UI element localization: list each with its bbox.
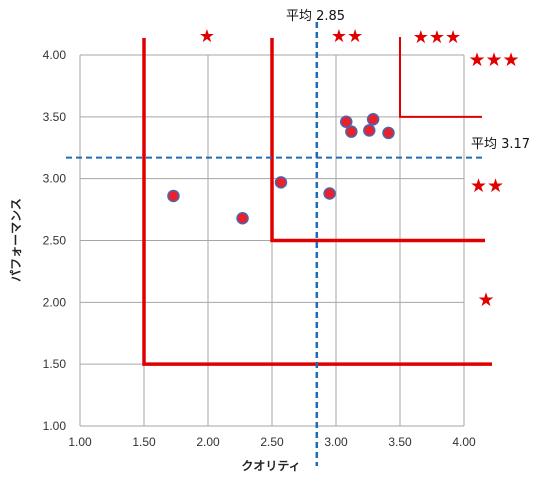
data-point-1: [236, 211, 249, 225]
y-tick-label-0: 1.00: [43, 419, 67, 433]
zone-boundary-2: [399, 37, 482, 118]
data-point-4: [339, 115, 353, 129]
data-point-0: [167, 189, 180, 203]
data-point-3: [323, 187, 336, 200]
y-tick-label-1: 1.50: [43, 357, 67, 371]
top-rank-label-0: ★: [199, 26, 215, 47]
right-rank-label-1: ★★: [470, 175, 504, 197]
x-average-label: 平均 2.85: [286, 9, 345, 24]
x-tick-label-2: 2.00: [196, 435, 220, 449]
x-tick-label-6: 4.00: [452, 435, 476, 449]
right-rank-label-2: ★: [477, 289, 494, 311]
data-point-5: [345, 125, 358, 138]
y-tick-label-5: 3.50: [43, 110, 67, 124]
data-point-2: [274, 176, 288, 189]
data-points: [167, 113, 395, 225]
y-tick-label-3: 2.50: [43, 234, 67, 248]
y-average-label: 平均 3.17: [471, 137, 530, 152]
data-point-6: [363, 124, 376, 137]
x-tick-label-0: 1.00: [68, 435, 92, 449]
data-point-7: [366, 113, 380, 126]
rank-zones: [142, 37, 492, 366]
x-tick-label-5: 3.50: [388, 435, 412, 449]
y-axis-title: パフォーマンス: [9, 198, 23, 282]
y-tick-label-2: 2.00: [43, 295, 67, 309]
x-tick-label-4: 3.00: [324, 435, 348, 449]
average-lines: [66, 22, 486, 466]
data-point-8: [382, 126, 395, 140]
zone-boundary-0: [142, 38, 492, 366]
x-tick-label-3: 2.50: [260, 435, 284, 449]
right-rank-label-0: ★★★: [468, 49, 519, 71]
tick-labels: 1.00 1.50 2.00 2.50 3.00 3.50 4.00 1.00 1.50 2.00…: [43, 48, 476, 449]
y-tick-label-6: 4.00: [43, 48, 67, 62]
y-tick-label-4: 3.00: [43, 172, 67, 186]
rank-labels: ★ ★★ ★★★★★★★★★: [199, 26, 520, 311]
zone-boundary-1: [270, 38, 485, 243]
x-tick-label-1: 1.50: [132, 435, 156, 449]
top-rank-label-2: ★★★: [413, 27, 461, 48]
x-axis-title: クオリティ: [241, 459, 300, 473]
top-rank-label-1: ★★: [331, 26, 363, 47]
